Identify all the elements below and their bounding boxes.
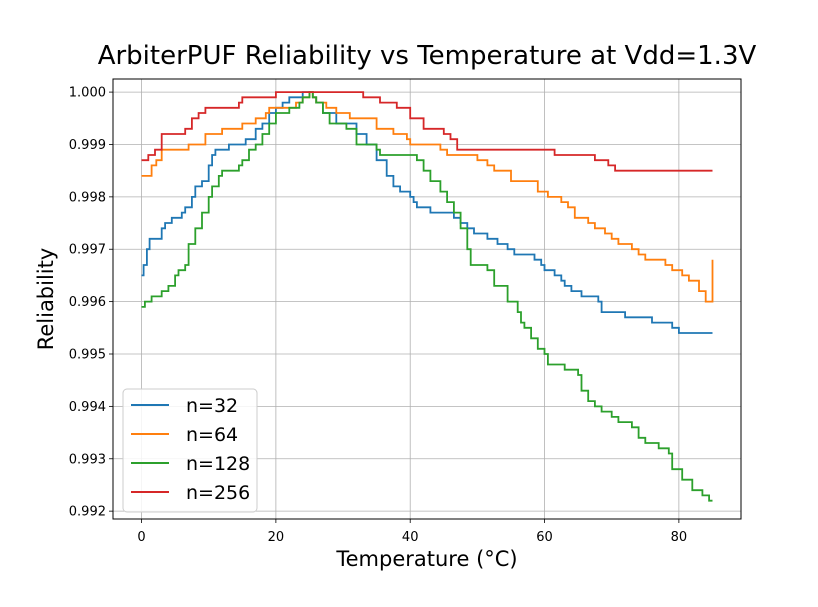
chart-title: ArbiterPUF Reliability vs Temperature at…	[98, 41, 757, 71]
y-tick-label: 0.993	[69, 452, 106, 467]
y-tick-label: 0.996	[69, 295, 106, 310]
legend-label: n=64	[186, 424, 238, 446]
series-lines	[141, 91, 714, 502]
legend: n=32 n=64 n=128 n=256	[122, 388, 258, 513]
y-tick-label: 0.992	[69, 505, 106, 520]
y-tick-label: 0.998	[69, 190, 106, 205]
series-line-1	[141, 91, 714, 303]
x-tick-label: 80	[671, 530, 688, 545]
y-tick-label: 0.997	[69, 243, 106, 258]
x-axis-label: Temperature (°C)	[335, 547, 517, 571]
legend-box	[122, 388, 258, 513]
x-tick-label: 40	[402, 530, 419, 545]
y-axis-label: Reliability	[34, 248, 58, 351]
x-tick-label: 60	[536, 530, 553, 545]
legend-label: n=256	[186, 482, 250, 504]
series-line-3	[141, 91, 713, 172]
legend-label: n=128	[186, 453, 250, 475]
y-tick-label: 0.994	[69, 400, 106, 415]
y-tick-label: 0.995	[69, 348, 106, 363]
plot-frame	[112, 78, 742, 520]
legend-label: n=32	[186, 395, 238, 417]
y-tick-label: 1.000	[69, 86, 106, 101]
series-line-2	[141, 91, 713, 502]
y-tick-label: 0.999	[69, 138, 106, 153]
axis-ticks: 0 20 40 60 80 0.992 0.993 0.994 0.995 0.996 0.997 0…	[69, 86, 687, 545]
x-tick-label: 0	[137, 530, 145, 545]
x-tick-label: 20	[268, 530, 285, 545]
